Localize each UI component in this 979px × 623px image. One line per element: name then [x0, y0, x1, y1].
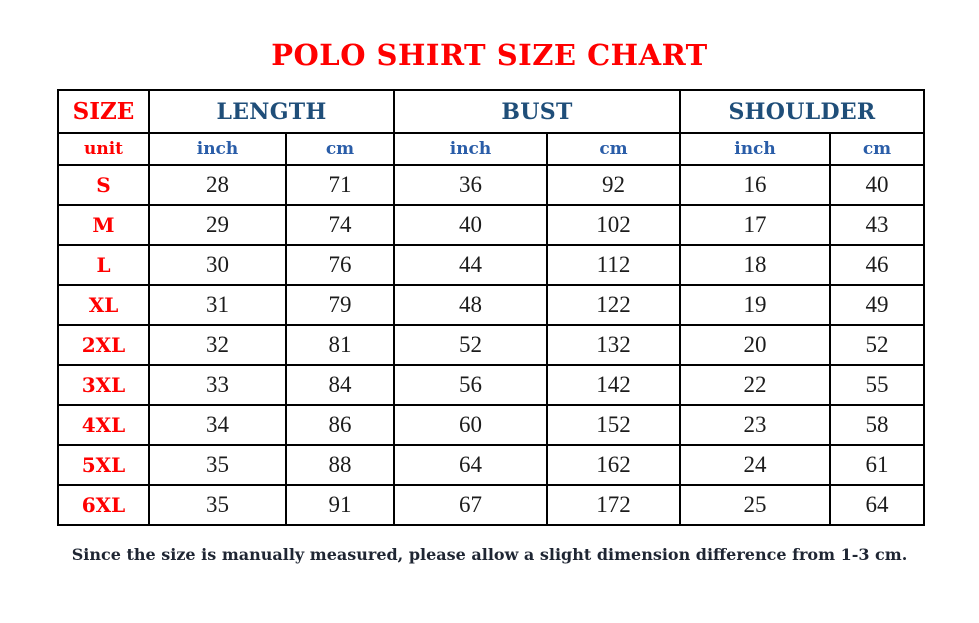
length-inch-value: 33: [148, 364, 287, 406]
bust-inch-value: 48: [393, 284, 548, 326]
bust-cm-value: 132: [546, 324, 681, 366]
shoulder-cm-value: 52: [829, 324, 925, 366]
size-label: L: [57, 244, 150, 286]
page-title: POLO SHIRT SIZE CHART: [271, 38, 708, 72]
shoulder-inch-value: 24: [679, 444, 831, 486]
length-inch-value: 31: [148, 284, 287, 326]
bust-cm-value: 152: [546, 404, 681, 446]
bust-cm-value: 142: [546, 364, 681, 406]
measurement-disclaimer: Since the size is manually measured, ple…: [71, 545, 908, 564]
bust-inch-value: 40: [393, 204, 548, 246]
length-cm-value: 91: [285, 484, 395, 526]
bust-cm-value: 162: [546, 444, 681, 486]
unit-row-label: unit: [57, 132, 150, 166]
bust-cm-value: 112: [546, 244, 681, 286]
shoulder-cm-value: 40: [829, 164, 925, 206]
shoulder-cm-value: 46: [829, 244, 925, 286]
size-row-m: M 29 74 40 102 17 43: [57, 204, 925, 246]
size-label: 3XL: [57, 364, 150, 406]
length-cm-value: 84: [285, 364, 395, 406]
shoulder-inch-header: inch: [679, 132, 831, 166]
bust-inch-value: 52: [393, 324, 548, 366]
size-row-5xl: 5XL 35 88 64 162 24 61: [57, 444, 925, 486]
length-group-header: LENGTH: [148, 89, 395, 134]
length-inch-value: 28: [148, 164, 287, 206]
shoulder-cm-value: 61: [829, 444, 925, 486]
length-inch-value: 35: [148, 484, 287, 526]
length-inch-value: 30: [148, 244, 287, 286]
length-cm-value: 74: [285, 204, 395, 246]
shoulder-inch-value: 20: [679, 324, 831, 366]
size-row-6xl: 6XL 35 91 67 172 25 64: [57, 484, 925, 526]
length-cm-value: 81: [285, 324, 395, 366]
length-cm-value: 86: [285, 404, 395, 446]
shoulder-inch-value: 17: [679, 204, 831, 246]
group-header-row: SIZE LENGTH BUST SHOULDER: [57, 89, 925, 134]
shoulder-cm-value: 55: [829, 364, 925, 406]
shoulder-cm-header: cm: [829, 132, 925, 166]
length-cm-value: 88: [285, 444, 395, 486]
shoulder-inch-value: 18: [679, 244, 831, 286]
size-chart-table: SIZE LENGTH BUST SHOULDER unit inch cm i…: [57, 89, 925, 526]
size-row-s: S 28 71 36 92 16 40: [57, 164, 925, 206]
shoulder-inch-value: 19: [679, 284, 831, 326]
length-cm-value: 71: [285, 164, 395, 206]
unit-header-row: unit inch cm inch cm inch cm: [57, 132, 925, 166]
bust-cm-value: 92: [546, 164, 681, 206]
bust-inch-value: 67: [393, 484, 548, 526]
bust-inch-value: 64: [393, 444, 548, 486]
size-column-header: SIZE: [57, 89, 150, 134]
size-label: M: [57, 204, 150, 246]
bust-inch-value: 60: [393, 404, 548, 446]
length-cm-value: 79: [285, 284, 395, 326]
shoulder-inch-value: 16: [679, 164, 831, 206]
shoulder-cm-value: 43: [829, 204, 925, 246]
size-label: 6XL: [57, 484, 150, 526]
shoulder-inch-value: 22: [679, 364, 831, 406]
bust-group-header: BUST: [393, 89, 681, 134]
bust-cm-header: cm: [546, 132, 681, 166]
size-label: 5XL: [57, 444, 150, 486]
size-label: 4XL: [57, 404, 150, 446]
size-row-xl: XL 31 79 48 122 19 49: [57, 284, 925, 326]
length-inch-header: inch: [148, 132, 287, 166]
length-cm-header: cm: [285, 132, 395, 166]
size-label: XL: [57, 284, 150, 326]
size-row-3xl: 3XL 33 84 56 142 22 55: [57, 364, 925, 406]
bust-cm-value: 122: [546, 284, 681, 326]
shoulder-cm-value: 64: [829, 484, 925, 526]
length-cm-value: 76: [285, 244, 395, 286]
bust-inch-value: 44: [393, 244, 548, 286]
size-row-2xl: 2XL 32 81 52 132 20 52: [57, 324, 925, 366]
bust-inch-value: 36: [393, 164, 548, 206]
bust-inch-header: inch: [393, 132, 548, 166]
bust-inch-value: 56: [393, 364, 548, 406]
size-label: 2XL: [57, 324, 150, 366]
bust-cm-value: 172: [546, 484, 681, 526]
bust-cm-value: 102: [546, 204, 681, 246]
shoulder-inch-value: 23: [679, 404, 831, 446]
shoulder-cm-value: 49: [829, 284, 925, 326]
length-inch-value: 35: [148, 444, 287, 486]
size-row-4xl: 4XL 34 86 60 152 23 58: [57, 404, 925, 446]
shoulder-inch-value: 25: [679, 484, 831, 526]
length-inch-value: 34: [148, 404, 287, 446]
size-row-l: L 30 76 44 112 18 46: [57, 244, 925, 286]
size-label: S: [57, 164, 150, 206]
length-inch-value: 29: [148, 204, 287, 246]
shoulder-group-header: SHOULDER: [679, 89, 925, 134]
shoulder-cm-value: 58: [829, 404, 925, 446]
length-inch-value: 32: [148, 324, 287, 366]
